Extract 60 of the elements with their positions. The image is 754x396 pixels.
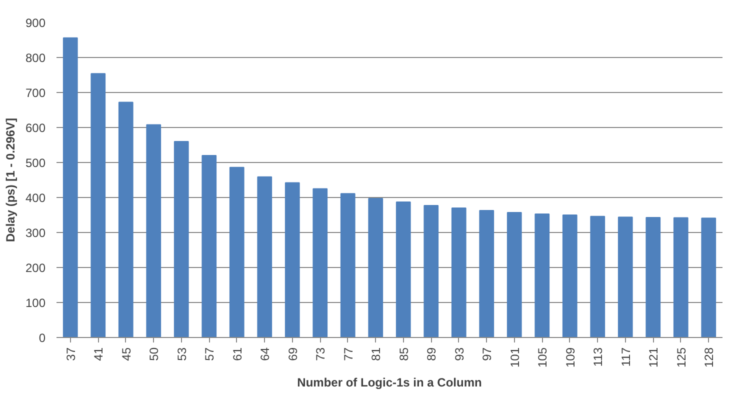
bar bbox=[368, 198, 384, 338]
y-tick-label: 500 bbox=[25, 156, 46, 170]
bar bbox=[284, 182, 300, 338]
bar bbox=[174, 141, 189, 338]
y-tick-label: 600 bbox=[25, 121, 46, 135]
bar bbox=[424, 205, 439, 338]
x-axis-title: Number of Logic-1s in a Column bbox=[297, 376, 482, 390]
x-tick-label: 50 bbox=[147, 347, 162, 361]
x-tick-label: 93 bbox=[452, 347, 466, 361]
bar bbox=[534, 213, 550, 338]
bar bbox=[479, 210, 494, 338]
y-tick-label: 400 bbox=[25, 191, 46, 205]
bar bbox=[257, 176, 272, 338]
x-tick-label: 77 bbox=[341, 347, 356, 361]
x-tick-label: 64 bbox=[258, 347, 272, 361]
bar bbox=[673, 217, 688, 338]
y-tick-label: 100 bbox=[25, 296, 46, 310]
y-tick-label: 800 bbox=[25, 51, 46, 65]
y-tick-label: 700 bbox=[25, 86, 46, 100]
bar bbox=[202, 155, 217, 338]
x-tick-label: 97 bbox=[480, 347, 494, 361]
x-tick-label: 101 bbox=[508, 347, 522, 368]
x-tick-label: 125 bbox=[674, 347, 688, 368]
bar bbox=[118, 102, 134, 338]
bar bbox=[506, 212, 522, 338]
bar bbox=[562, 214, 578, 338]
x-tick-label: 41 bbox=[92, 347, 106, 361]
bar bbox=[229, 166, 244, 338]
x-tick-label: 113 bbox=[591, 347, 606, 367]
x-tick-label: 61 bbox=[230, 347, 244, 361]
bar bbox=[646, 216, 661, 338]
x-tick-label: 81 bbox=[369, 347, 384, 361]
bar bbox=[590, 216, 606, 338]
bar bbox=[340, 193, 356, 338]
bar bbox=[396, 202, 411, 338]
x-tick-label: 85 bbox=[396, 347, 411, 361]
x-tick-label: 105 bbox=[536, 347, 550, 368]
x-tick-label: 73 bbox=[314, 347, 328, 361]
bar bbox=[62, 37, 78, 338]
x-tick-label: 69 bbox=[286, 347, 300, 361]
x-tick-label: 117 bbox=[618, 347, 633, 367]
y-axis-title: Delay (ps) [1 - 0.296V] bbox=[3, 118, 18, 242]
bar bbox=[701, 218, 716, 338]
x-tick-label: 53 bbox=[174, 347, 189, 361]
bar bbox=[312, 188, 328, 338]
x-tick-label: 109 bbox=[563, 347, 578, 368]
y-tick-label: 0 bbox=[38, 331, 46, 345]
x-tick-label: 121 bbox=[646, 347, 661, 368]
x-tick-label: 128 bbox=[702, 347, 716, 368]
y-tick-label: 300 bbox=[25, 226, 46, 240]
y-tick-label: 900 bbox=[25, 16, 46, 30]
bar bbox=[451, 208, 466, 338]
x-tick-label: 45 bbox=[119, 347, 134, 361]
bar bbox=[146, 124, 162, 338]
y-tick-label: 200 bbox=[25, 261, 46, 275]
x-tick-label: 57 bbox=[202, 347, 217, 361]
x-tick-label: 37 bbox=[64, 347, 78, 361]
bar bbox=[90, 73, 106, 338]
bar bbox=[618, 216, 633, 338]
x-tick-label: 89 bbox=[424, 347, 439, 361]
